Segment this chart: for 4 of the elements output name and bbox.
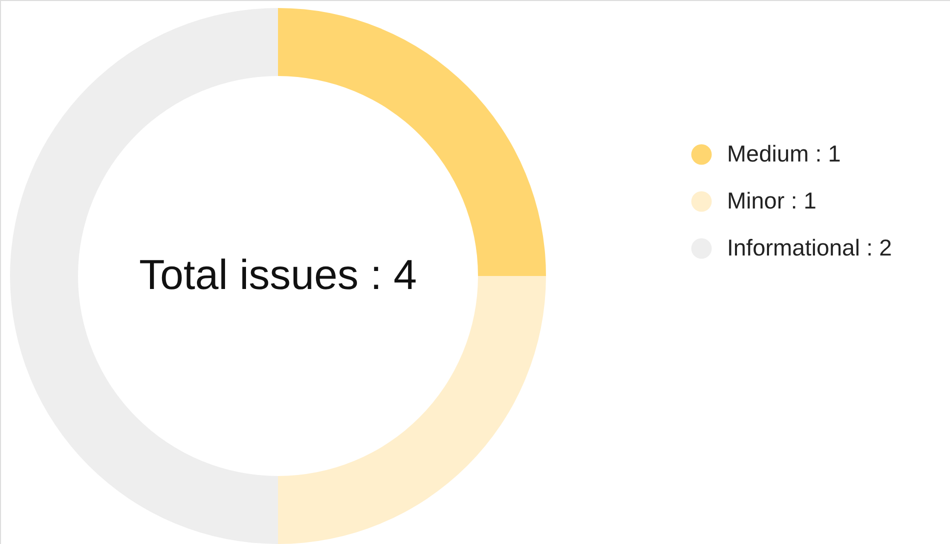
- legend-label: Medium : 1: [727, 140, 841, 166]
- legend-label: Minor : 1: [727, 188, 816, 214]
- legend-label: Informational : 2: [727, 234, 892, 260]
- text: Total issues : 4: [139, 251, 417, 298]
